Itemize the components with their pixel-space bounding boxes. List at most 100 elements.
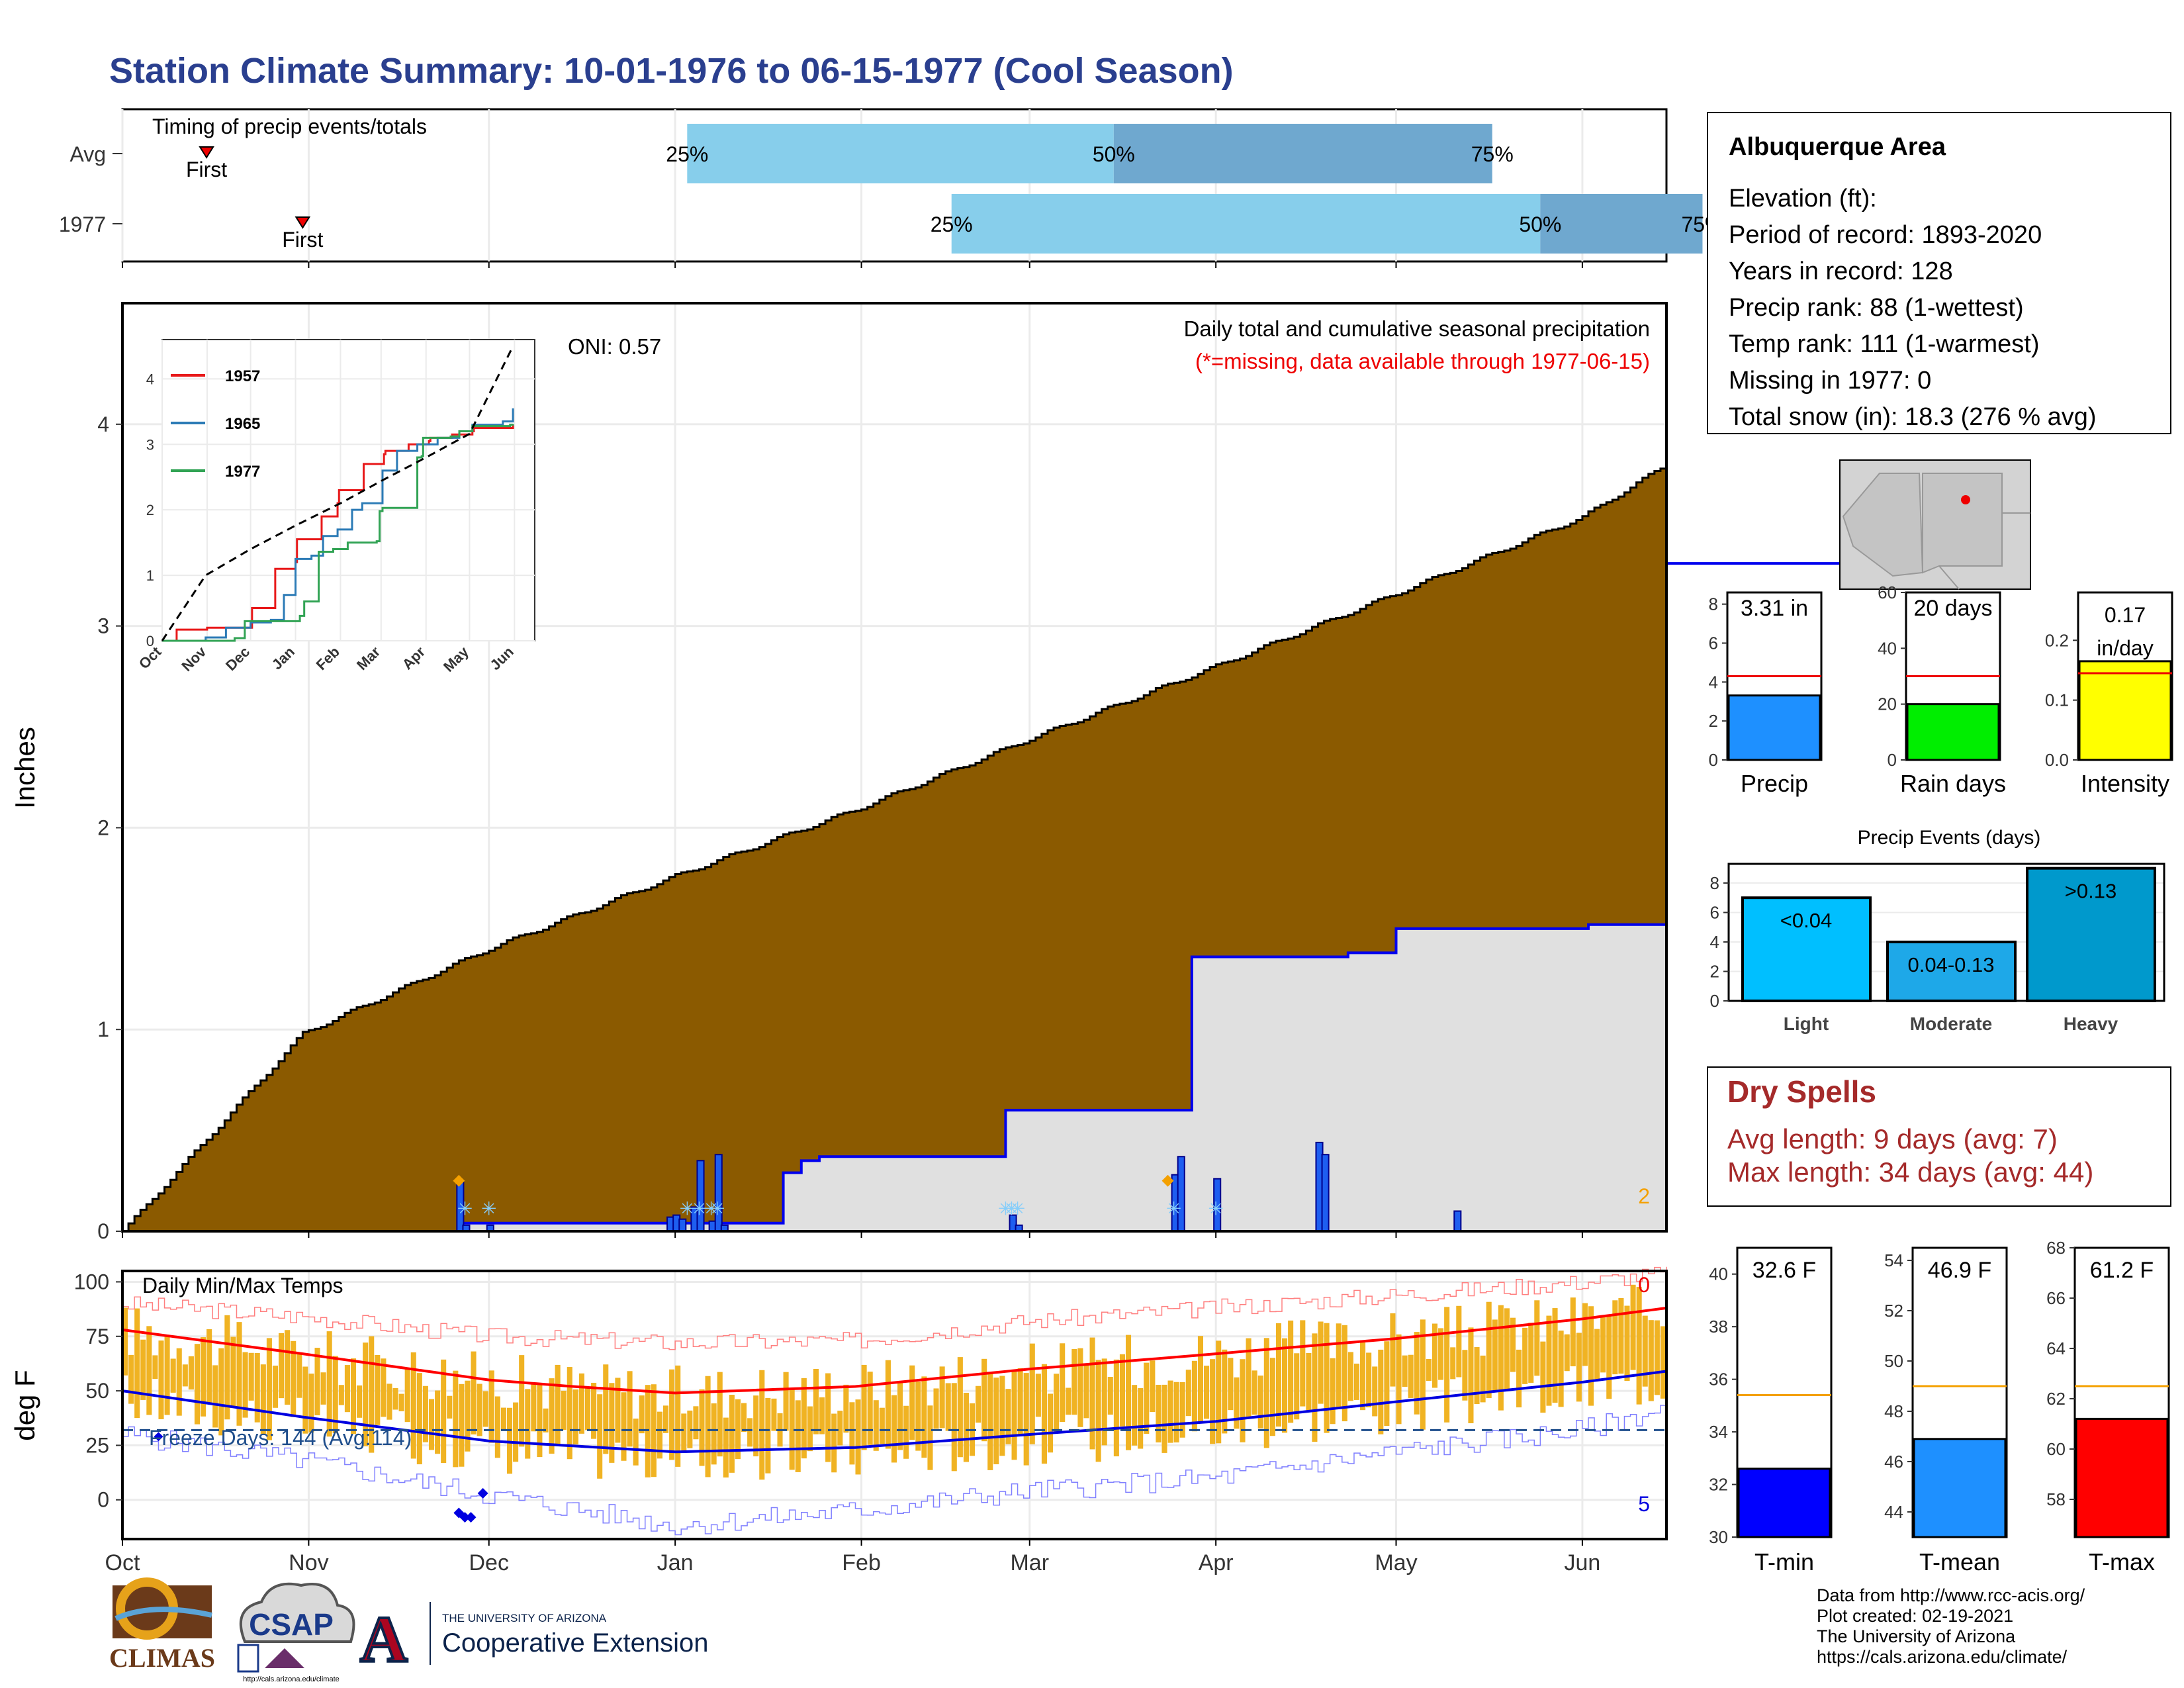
daily-temp-bar (314, 1348, 320, 1416)
temp-summary-tick-label: 30 (1709, 1527, 1728, 1547)
year-cumulative-line (122, 562, 1871, 1233)
daily-temp-bar (387, 1383, 392, 1420)
events-tick-label: 0 (1710, 991, 1719, 1011)
daily-temp-bar (639, 1395, 645, 1434)
daily-temp-bar (1540, 1341, 1546, 1413)
snow-marker: ✳ (1004, 1199, 1019, 1219)
temp-y-tick-label: 25 (85, 1433, 109, 1457)
daily-temp-bar (266, 1338, 272, 1440)
summary-label: Precip (1741, 770, 1808, 797)
temp-summary-label: T-mean (1919, 1548, 2000, 1575)
daily-temp-bar (1468, 1327, 1474, 1424)
temp-title: Daily Min/Max Temps (142, 1274, 343, 1297)
daily-temp-bar (615, 1378, 621, 1443)
station-info-line: Total snow (in): 18.3 (276 % avg) (1729, 403, 2097, 431)
temp-summary-tick-label: 34 (1709, 1422, 1728, 1442)
summary-tick-label: 0 (1709, 750, 1718, 770)
timing-q50-label: 50% (1519, 212, 1561, 236)
station-info-line: Years in record: 128 (1729, 258, 1953, 285)
daily-temp-bar (795, 1400, 801, 1472)
credit-line: https://cals.arizona.edu/climate/ (1817, 1647, 2068, 1667)
daily-temp-bar (987, 1374, 993, 1470)
daily-temp-bar (693, 1406, 699, 1440)
daily-temp-bar (963, 1393, 969, 1462)
summary-value-label: 0.17 (2105, 603, 2146, 627)
precip-events-chart: Precip Events (days) <0.04 Light 0.04-0.13 M… (1710, 827, 2165, 1034)
month-label: Nov (289, 1550, 328, 1575)
temp-summary-bar (1737, 1468, 1831, 1538)
daily-temp-bar (1156, 1384, 1161, 1443)
daily-temp-bar (849, 1402, 855, 1465)
daily-temp-bar (1618, 1297, 1624, 1374)
daily-temp-bar (1222, 1349, 1228, 1434)
daily-temp-bar (681, 1413, 687, 1453)
daily-temp-bar (555, 1364, 561, 1445)
daily-temp-bar (909, 1365, 915, 1440)
timing-first-label: First (186, 158, 227, 181)
temp-summary-tick-label: 40 (1709, 1264, 1728, 1284)
daily-temp-bar (308, 1374, 314, 1433)
daily-temp-bar (1066, 1387, 1071, 1415)
record-min-line (122, 1405, 1667, 1536)
daily-temp-bar (398, 1393, 404, 1411)
daily-temp-bar (1150, 1360, 1156, 1413)
inset-legend-label: 1957 (225, 367, 260, 385)
precip-y-tick-label: 3 (97, 614, 109, 638)
daily-precip-bar (1453, 1210, 1462, 1232)
temp-summary-tick-label: 48 (1884, 1401, 1903, 1421)
daily-temp-bar (242, 1352, 248, 1418)
daily-temp-bar (1318, 1321, 1324, 1404)
summary-tick-label: 40 (1878, 638, 1897, 658)
events-bar (2026, 867, 2156, 1002)
daily-temp-bar (1288, 1320, 1294, 1423)
daily-temp-bar (867, 1372, 873, 1445)
month-label: May (1375, 1550, 1417, 1575)
daily-precip-bar (696, 1160, 705, 1232)
daily-temp-bar (885, 1360, 891, 1449)
daily-temp-bar (687, 1410, 693, 1448)
month-label: Oct (105, 1550, 140, 1575)
temp-summary-bar (2075, 1417, 2169, 1538)
daily-temp-bar (369, 1336, 375, 1453)
daily-temp-bar (927, 1405, 933, 1470)
daily-temp-bar (1306, 1352, 1312, 1411)
daily-temp-bar (140, 1339, 146, 1400)
daily-precip-bar (1321, 1154, 1330, 1233)
daily-temp-bar (230, 1336, 236, 1409)
summary-tick-label: 2 (1709, 711, 1718, 731)
summary-tick-label: 6 (1709, 633, 1718, 653)
daily-temp-bar (122, 1307, 128, 1376)
daily-temp-bar (1390, 1313, 1396, 1387)
daily-temp-bar (338, 1385, 344, 1405)
daily-temp-bar (759, 1370, 765, 1480)
daily-temp-bar (1336, 1323, 1342, 1408)
daily-temp-bar (1552, 1308, 1558, 1403)
daily-temp-bar (819, 1397, 825, 1434)
missing-marker (453, 1174, 465, 1187)
daily-temp-bar (591, 1382, 597, 1439)
timing-bar-upper (1113, 124, 1492, 183)
timing-bar-upper (1540, 194, 1703, 254)
daily-temp-bar (1210, 1359, 1216, 1444)
daily-temp-bar (326, 1331, 332, 1437)
ua-logo: A THE UNIVERSITY OF ARIZONA Cooperative … (359, 1601, 709, 1677)
record-max-line (122, 1266, 1667, 1350)
daily-temp-bar (765, 1397, 771, 1474)
inset-y-tick-label: 2 (146, 502, 154, 518)
timing-row-label: 1977 (59, 212, 106, 236)
daily-temp-bar (1426, 1358, 1432, 1382)
events-frame (1727, 863, 2165, 1002)
daily-temp-bar (783, 1372, 789, 1431)
daily-temp-bar (302, 1366, 308, 1434)
daily-temp-bar (578, 1373, 584, 1434)
record-low-marker (154, 1432, 163, 1442)
daily-temp-bar (1246, 1338, 1251, 1417)
daily-temp-bar (645, 1385, 651, 1477)
daily-temp-bar (206, 1329, 212, 1405)
daily-temp-bar (158, 1340, 164, 1419)
logos: CLIMAS CSAP http://cals.arizona.edu/clim… (109, 1577, 709, 1683)
daily-temp-bar (1564, 1334, 1570, 1372)
daily-temp-bar (711, 1403, 717, 1465)
